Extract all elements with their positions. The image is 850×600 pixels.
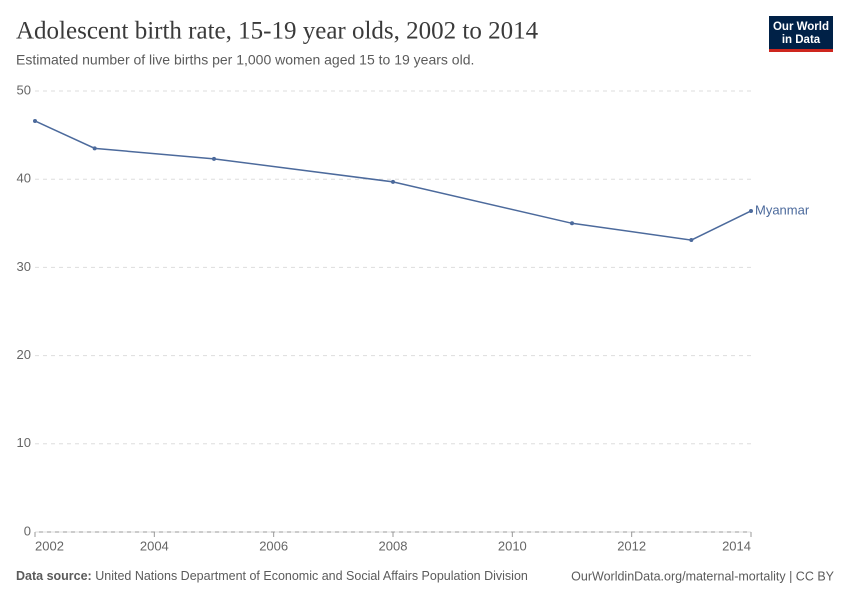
y-tick-label: 20 xyxy=(17,347,31,362)
series-label: Myanmar xyxy=(755,202,810,217)
chart-title: Adolescent birth rate, 15-19 year olds, … xyxy=(16,18,539,45)
logo-box xyxy=(769,16,833,50)
point xyxy=(689,238,694,243)
x-tick-label: 2014 xyxy=(722,538,751,553)
x-tick-label: 2010 xyxy=(498,538,527,553)
logo-text: Our World xyxy=(773,21,829,33)
y-tick-label: 40 xyxy=(17,171,31,186)
x-tick-label: 2002 xyxy=(35,538,64,553)
point xyxy=(391,179,395,184)
x-tick-label: 2006 xyxy=(259,538,288,553)
y-tick-label: 0 xyxy=(24,523,31,538)
y-tick-label: 30 xyxy=(17,259,31,274)
logo-bar xyxy=(769,49,833,52)
point xyxy=(33,118,37,123)
footer-url[interactable]: OurWorldinData.org/maternal-mortality | … xyxy=(571,569,834,583)
footer-source: Data source: United Nations Department o… xyxy=(16,569,528,583)
source-label: Data source: xyxy=(16,569,92,583)
x-tick-label: 2008 xyxy=(379,538,408,553)
point xyxy=(570,221,574,226)
point xyxy=(749,208,753,213)
x-tick-label: 2004 xyxy=(140,538,169,553)
y-tick-label: 10 xyxy=(17,435,31,450)
point xyxy=(212,156,216,161)
logo-text: in Data xyxy=(782,34,821,46)
logo[interactable]: Our World in Data xyxy=(769,16,833,52)
point xyxy=(92,146,97,151)
source-text: United Nations Department of Economic an… xyxy=(95,569,528,583)
chart-subtitle: Estimated number of live births per 1,00… xyxy=(16,52,474,68)
y-tick-label: 50 xyxy=(17,82,31,97)
x-tick-label: 2012 xyxy=(617,538,646,553)
